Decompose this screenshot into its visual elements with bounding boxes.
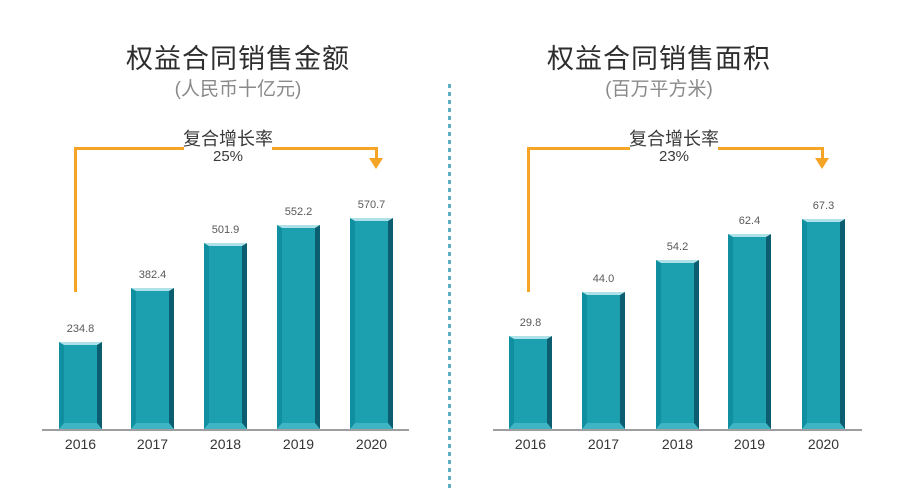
chart-panel-sales-amount: 权益合同销售金额 (人民币十亿元) 复合增长率 25% 234.8 2016 382… (40, 0, 420, 488)
bar-2016 (509, 336, 552, 429)
cagr-arrow-down-icon (369, 158, 383, 169)
bar-value-label: 29.8 (519, 317, 542, 329)
bar-value-label: 234.8 (66, 323, 95, 335)
bar-value-label: 54.2 (666, 241, 689, 253)
bar-2016 (59, 342, 102, 429)
bar-value-label: 501.9 (211, 224, 240, 236)
chart-title: 权益合同销售面积 (547, 44, 771, 74)
bar-2019 (728, 234, 771, 429)
x-axis-tick-label: 2019 (733, 436, 766, 452)
cagr-bracket-top-line-left (527, 147, 630, 150)
cagr-arrow-down-icon (815, 158, 829, 169)
cagr-value: 25% (212, 148, 244, 165)
bar-2018 (656, 260, 699, 429)
cagr-bracket-top-line-right (272, 147, 378, 150)
cagr-bracket-left-line (74, 147, 77, 292)
cagr-label: 复合增长率 (183, 129, 273, 149)
bar-value-label: 382.4 (138, 269, 167, 281)
cagr-label: 复合增长率 (629, 129, 719, 149)
bar-2018 (204, 243, 247, 429)
x-axis-tick-label: 2020 (355, 436, 388, 452)
x-axis-tick-label: 2016 (514, 436, 547, 452)
bar-2020 (802, 219, 845, 429)
bar-2017 (582, 292, 625, 429)
chart-subtitle: (人民币十亿元) (174, 79, 302, 100)
plot-area: 29.8 2016 44.0 2017 54.2 2018 62.4 2019 67.3 2020 (485, 0, 875, 488)
x-axis-tick-label: 2019 (282, 436, 315, 452)
cagr-value: 23% (658, 148, 690, 165)
x-axis-line (493, 429, 862, 431)
chart-header: 权益合同销售金额 (人民币十亿元) (48, 44, 428, 101)
x-axis-tick-label: 2017 (136, 436, 169, 452)
bar-2017 (131, 288, 174, 429)
x-axis-line (42, 429, 409, 431)
chart-panel-sales-area: 权益合同销售面积 (百万平方米) 复合增长率 23% 29.8 2016 44.0 2… (485, 0, 875, 488)
panel-divider-dashed-line (448, 84, 451, 488)
bar-value-label: 67.3 (812, 200, 835, 212)
x-axis-tick-label: 2020 (807, 436, 840, 452)
bar-2020 (350, 218, 393, 429)
x-axis-tick-label: 2018 (661, 436, 694, 452)
x-axis-tick-label: 2016 (64, 436, 97, 452)
bar-value-label: 570.7 (357, 199, 386, 211)
plot-area: 234.8 2016 382.4 2017 501.9 2018 552.2 2019 570.… (40, 0, 420, 488)
bar-value-label: 62.4 (738, 215, 761, 227)
chart-subtitle: (百万平方米) (605, 79, 713, 100)
cagr-bracket-left-line (527, 147, 530, 292)
x-axis-tick-label: 2018 (209, 436, 242, 452)
cagr-bracket-arrow-shaft (821, 147, 824, 160)
chart-title: 权益合同销售金额 (126, 44, 350, 74)
bar-value-label: 44.0 (592, 273, 615, 285)
cagr-bracket-arrow-shaft (375, 147, 378, 160)
cagr-bracket-top-line-left (74, 147, 184, 150)
cagr-bracket-top-line-right (718, 147, 824, 150)
chart-header: 权益合同销售面积 (百万平方米) (464, 44, 854, 101)
x-axis-tick-label: 2017 (587, 436, 620, 452)
bar-value-label: 552.2 (284, 206, 313, 218)
bar-2019 (277, 225, 320, 429)
